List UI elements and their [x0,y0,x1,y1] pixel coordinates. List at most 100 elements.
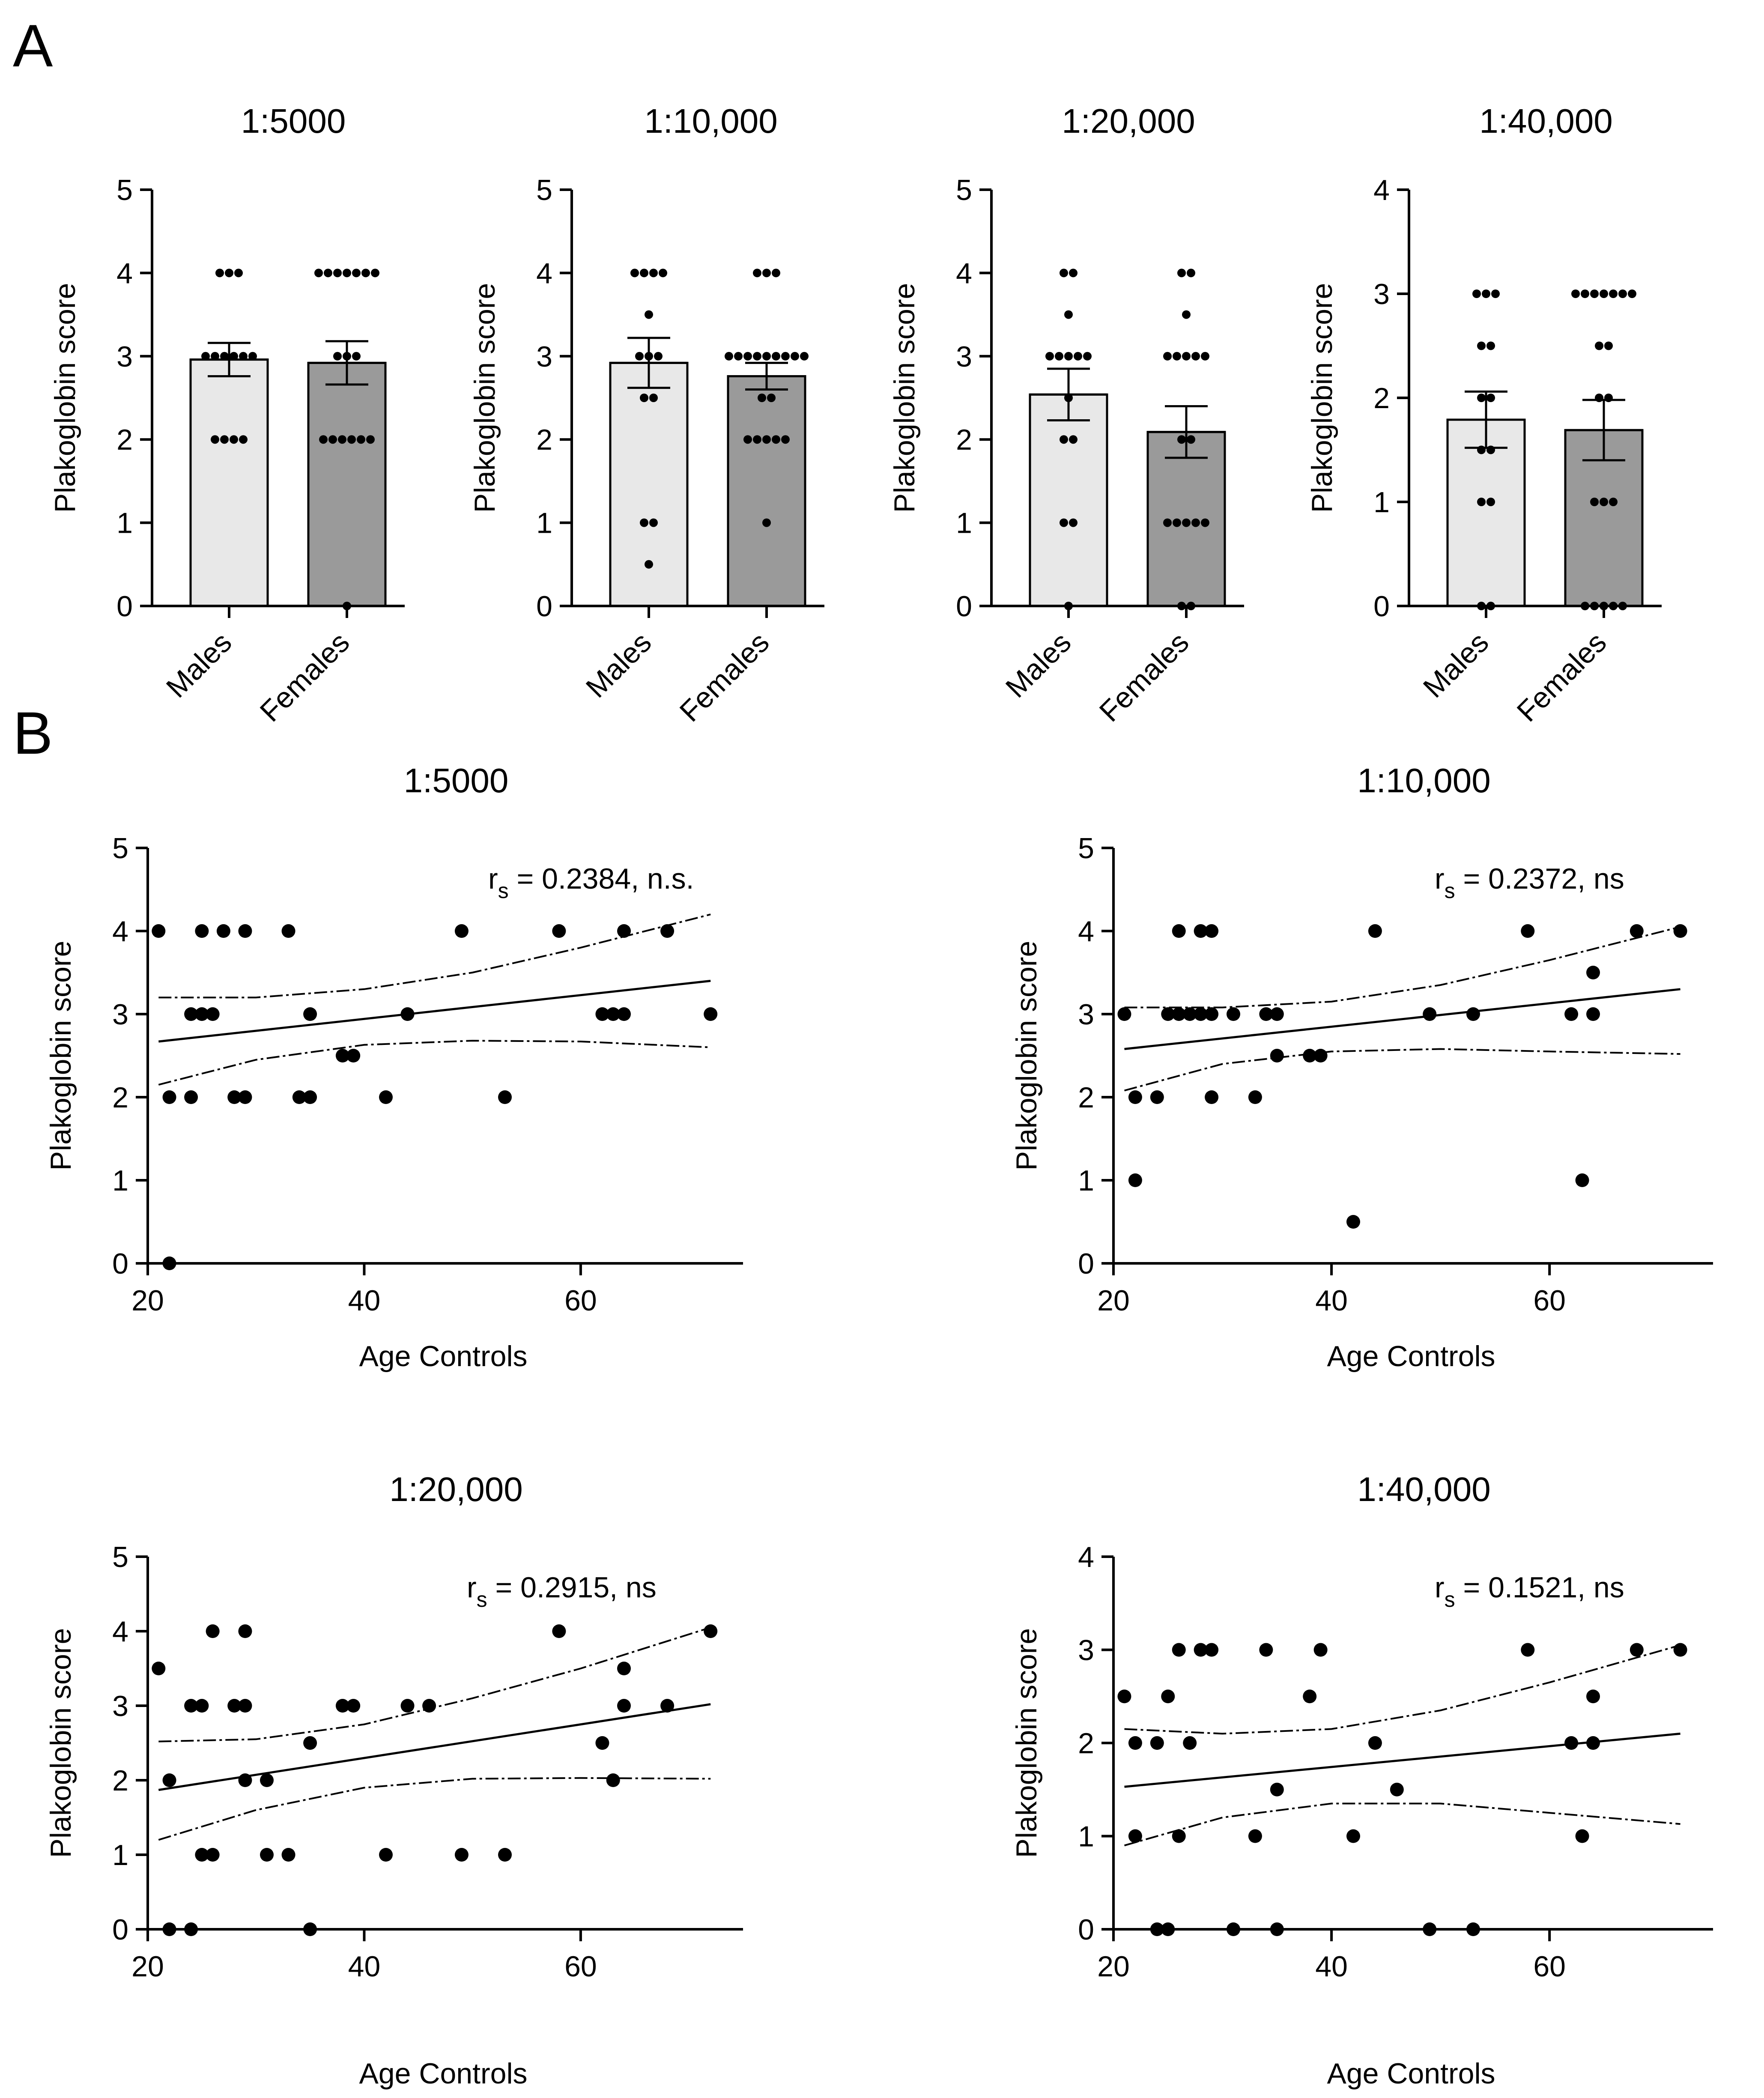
data-point [324,269,332,278]
data-point [1183,1007,1197,1021]
bar-males [189,358,269,607]
data-point [660,924,675,938]
y-axis-label: Plakoglobin score [888,283,921,513]
data-point [162,1922,176,1936]
data-point [791,352,799,361]
data-point [659,269,667,278]
data-point [230,435,238,444]
data-point [1270,1007,1284,1021]
data-point [227,1090,242,1104]
data-point [206,1624,220,1638]
data-point [1600,498,1608,506]
data-point [281,1848,295,1862]
data-point [1303,1689,1317,1704]
y-tick-label: 3 [112,1690,128,1722]
y-tick-label: 2 [112,1081,128,1114]
y-tick-label: 3 [112,998,128,1031]
data-point [772,435,780,444]
annotation-subscript: s [498,879,509,903]
data-point [328,435,337,444]
x-axis-label: Age Controls [359,1340,527,1373]
annotation-text: = 0.1521, ns [1455,1571,1624,1604]
data-point [1609,498,1618,506]
x-tick-label: 60 [564,1284,597,1317]
data-point [640,394,648,402]
data-point [238,1773,252,1787]
data-point [1600,289,1608,298]
y-axis-label: Plakoglobin score [469,283,501,513]
data-point [1227,1007,1240,1021]
y-tick-label: 2 [1078,1081,1094,1114]
bar-males [1029,393,1108,607]
y-tick-label: 2 [116,424,133,456]
data-point [1064,310,1073,319]
data-point [1055,352,1063,361]
data-point [630,269,639,278]
data-point [660,1699,675,1713]
ci-lower-line [1124,1803,1680,1847]
data-point [1346,1215,1360,1229]
data-point [1060,435,1068,444]
y-tick-label: 5 [116,174,133,206]
annotation-subscript: s [477,1588,487,1612]
data-point [640,518,648,527]
data-point [1368,1736,1382,1750]
bar-females [727,375,806,607]
chart-title: 1:10,000 [644,102,777,140]
x-tick-label: 40 [1315,1284,1348,1317]
data-point [1069,435,1078,444]
chart-1: 1:5000 Plakoglobin score 0 1 2 3 4 5 Males Female… [49,102,405,728]
data-point [1173,518,1181,527]
ci-upper-line [1124,1644,1681,1735]
data-point [762,352,771,361]
data-point [1205,1007,1219,1021]
y-tick-label: 2 [956,424,972,456]
data-point [1201,518,1209,527]
data-point [772,269,780,278]
data-point [303,1090,317,1104]
data-point [1069,518,1078,527]
y-tick-label: 5 [1078,832,1094,865]
y-tick-label: 0 [536,590,552,623]
data-point [1128,1090,1142,1104]
y-tick-label: 0 [112,1247,128,1280]
data-point [1205,1090,1219,1104]
panel-label-b: B [13,699,53,767]
data-point [552,924,566,938]
y-axis-label: Plakoglobin score [1010,1628,1043,1858]
y-tick-label: 5 [112,1541,128,1573]
chart-4: 1:40,000 Plakoglobin score 0 1 2 3 4 Males Femal… [1306,102,1662,728]
x-axis-label: Age Controls [1327,1340,1495,1373]
y-tick-label: 5 [956,174,972,206]
data-point [1150,1090,1164,1104]
data-point [454,924,469,938]
data-point [772,352,780,361]
y-tick-label: 1 [116,507,133,540]
y-axis-label: Plakoglobin score [1306,283,1338,513]
data-point [1064,352,1073,361]
y-tick-label: 0 [116,590,133,623]
data-point [281,924,295,938]
annotation-subscript: s [1445,879,1455,903]
data-point [366,435,375,444]
data-point [162,1773,176,1787]
data-point [238,924,252,938]
data-point [743,352,752,361]
y-tick-label: 3 [536,340,552,373]
data-point [400,1699,415,1713]
y-tick-label: 1 [1078,1164,1094,1197]
data-point [238,1699,252,1713]
data-point [767,394,776,402]
data-point [1172,1007,1186,1021]
data-point [1581,602,1589,610]
x-tick-label: Males [1000,626,1078,704]
x-tick-label: Females [673,626,775,728]
data-point [1074,352,1082,361]
annotation-subscript: s [1445,1588,1455,1612]
y-tick-label: 2 [1078,1727,1094,1760]
data-point [1182,352,1191,361]
data-point [1069,269,1078,278]
data-point [379,1090,393,1104]
data-point [1368,924,1382,938]
annotation-text: = 0.2384, n.s. [509,862,694,895]
